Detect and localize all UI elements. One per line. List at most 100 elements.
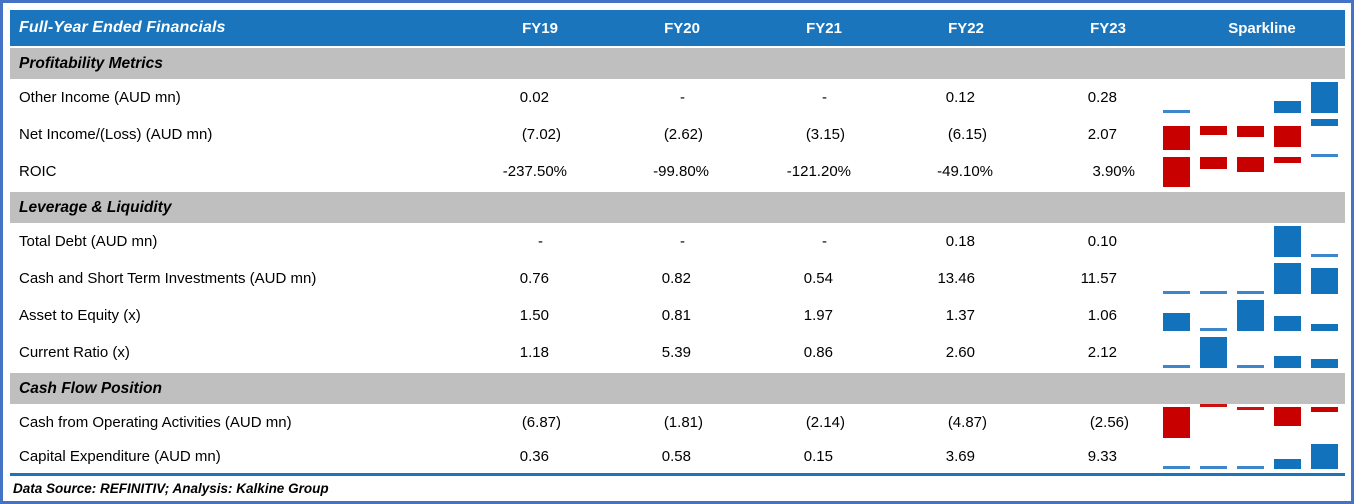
- value-cell: (7.02): [521, 126, 561, 143]
- sparkline-bar: [1237, 407, 1264, 410]
- value-cell: -: [538, 233, 543, 250]
- sparkline-bar: [1311, 153, 1338, 157]
- value-cell: (2.56): [1089, 414, 1129, 431]
- value-cell: 0.36: [519, 448, 549, 465]
- sparkline-bar: [1237, 126, 1264, 137]
- table-row: Cash from Operating Activities (AUD mn) (…: [10, 404, 1345, 441]
- sparkline-column-header: Sparkline: [1228, 19, 1296, 37]
- value-cell: -121.20%: [786, 163, 851, 180]
- value-cell: 0.54: [803, 270, 833, 287]
- value-cell: 1.50: [519, 307, 549, 324]
- value-cell: 2.12: [1087, 344, 1117, 361]
- sparkline-bar: [1311, 82, 1338, 113]
- value-cell: 0.28: [1087, 89, 1117, 106]
- sparkline-bar: [1311, 444, 1338, 469]
- value-cell: 3.69: [945, 448, 975, 465]
- footer-divider: [10, 473, 1345, 476]
- financials-table: Full-Year Ended Financials FY19 FY20 FY21 F…: [10, 10, 1345, 496]
- sparkline-cell: [1163, 223, 1338, 260]
- value-cell: 5.39: [661, 344, 691, 361]
- value-cell: 2.60: [945, 344, 975, 361]
- sparkline-bar: [1311, 324, 1338, 331]
- sparkline-bar: [1163, 407, 1190, 438]
- value-cell: 0.58: [661, 448, 691, 465]
- sparkline-bar: [1274, 226, 1301, 257]
- sparkline-bar: [1274, 459, 1301, 469]
- value-cell: 0.15: [803, 448, 833, 465]
- column-header-fy19: FY19: [522, 19, 558, 37]
- value-cell: 1.18: [519, 344, 549, 361]
- table-row: Total Debt (AUD mn) - - - 0.18 0.10: [10, 223, 1345, 260]
- value-cell: (2.14): [805, 414, 845, 431]
- sparkline-cell: [1163, 297, 1338, 334]
- sparkline-bar: [1200, 328, 1227, 331]
- metric-label: Net Income/(Loss) (AUD mn): [19, 126, 213, 143]
- value-cell: 1.97: [803, 307, 833, 324]
- sparkline-bar: [1237, 156, 1264, 173]
- column-header-fy20: FY20: [664, 19, 700, 37]
- sparkline-bar: [1311, 407, 1338, 412]
- value-cell: 9.33: [1087, 448, 1117, 465]
- sparkline-bar: [1163, 466, 1190, 469]
- sparkline-cell: [1163, 116, 1338, 153]
- sparkline-bar: [1274, 156, 1301, 163]
- table-row: ROIC -237.50% -99.80% -121.20% -49.10% 3.90%: [10, 153, 1345, 190]
- column-header-fy23: FY23: [1090, 19, 1126, 37]
- value-cell: 2.07: [1087, 126, 1117, 143]
- metric-label: Capital Expenditure (AUD mn): [19, 448, 221, 465]
- sparkline-bar: [1274, 263, 1301, 294]
- sparkline-bar: [1311, 254, 1338, 257]
- sparkline-bar: [1311, 119, 1338, 127]
- sparkline-bar: [1237, 291, 1264, 294]
- sparkline-bar: [1274, 407, 1301, 426]
- sparkline-bar: [1200, 404, 1227, 407]
- sparkline-bar: [1311, 267, 1338, 294]
- value-cell: 0.82: [661, 270, 691, 287]
- value-cell: (6.15): [947, 126, 987, 143]
- sparkline-bar: [1200, 126, 1227, 135]
- value-cell: 0.81: [661, 307, 691, 324]
- value-cell: -: [822, 89, 827, 106]
- metric-label: Cash and Short Term Investments (AUD mn): [19, 270, 317, 287]
- table-row: Net Income/(Loss) (AUD mn) (7.02) (2.62) (3…: [10, 116, 1345, 153]
- value-cell: (2.62): [663, 126, 703, 143]
- value-cell: 0.10: [1087, 233, 1117, 250]
- table-row: Capital Expenditure (AUD mn) 0.36 0.58 0.15…: [10, 441, 1345, 472]
- sparkline-bar: [1200, 156, 1227, 170]
- sparkline-bar: [1163, 126, 1190, 150]
- sparkline-bar: [1237, 365, 1264, 368]
- sparkline-bar: [1163, 156, 1190, 187]
- value-cell: 0.86: [803, 344, 833, 361]
- sparkline-bar: [1200, 466, 1227, 469]
- column-header-fy21: FY21: [806, 19, 842, 37]
- sparkline-bar: [1311, 359, 1338, 368]
- value-cell: (3.15): [805, 126, 845, 143]
- section-header-row: Profitability Metrics: [10, 48, 1345, 79]
- data-source-note: Data Source: REFINITIV; Analysis: Kalkin…: [13, 481, 329, 496]
- section-header-row: Leverage & Liquidity: [10, 192, 1345, 223]
- value-cell: -: [822, 233, 827, 250]
- sparkline-cell: [1163, 260, 1338, 297]
- value-cell: 0.18: [945, 233, 975, 250]
- sparkline-bar: [1274, 126, 1301, 148]
- metric-label: Current Ratio (x): [19, 344, 130, 361]
- metric-label: Other Income (AUD mn): [19, 89, 181, 106]
- table-row: Cash and Short Term Investments (AUD mn)…: [10, 260, 1345, 297]
- sparkline-cell: [1163, 79, 1338, 116]
- value-cell: 0.76: [519, 270, 549, 287]
- value-cell: 11.57: [1080, 270, 1117, 287]
- value-cell: 0.12: [945, 89, 975, 106]
- sparkline-bar: [1237, 300, 1264, 331]
- sparkline-bar: [1163, 291, 1190, 294]
- table-title: Full-Year Ended Financials: [19, 19, 226, 36]
- value-cell: 0.02: [519, 89, 549, 106]
- sparkline-cell: [1163, 153, 1338, 190]
- value-cell: (4.87): [947, 414, 987, 431]
- table-row: Other Income (AUD mn) 0.02 - - 0.12 0.28: [10, 79, 1345, 116]
- sparkline-bar: [1163, 365, 1190, 368]
- sparkline-bar: [1200, 337, 1227, 368]
- value-cell: 3.90%: [1092, 163, 1135, 180]
- value-cell: (1.81): [663, 414, 703, 431]
- value-cell: -: [680, 233, 685, 250]
- value-cell: -49.10%: [937, 163, 993, 180]
